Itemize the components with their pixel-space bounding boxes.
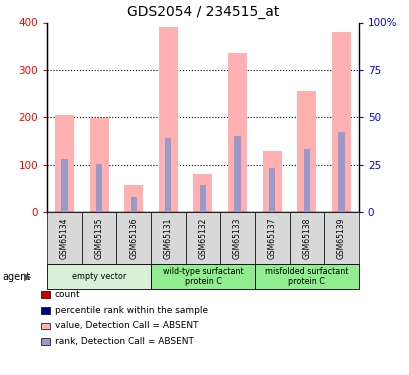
Bar <box>61 159 67 212</box>
Text: misfolded surfactant
protein C: misfolded surfactant protein C <box>265 267 348 286</box>
Bar <box>234 136 240 212</box>
Text: value, Detection Call = ABSENT: value, Detection Call = ABSENT <box>55 321 198 330</box>
Text: GSM65134: GSM65134 <box>60 217 69 259</box>
Bar <box>268 168 274 212</box>
Text: count: count <box>55 290 81 299</box>
Text: wild-type surfactant
protein C: wild-type surfactant protein C <box>162 267 243 286</box>
Bar <box>331 32 350 212</box>
Bar <box>124 185 143 212</box>
Bar <box>199 185 206 212</box>
Text: agent: agent <box>2 272 30 282</box>
Text: GSM65139: GSM65139 <box>336 217 345 259</box>
Text: GSM65137: GSM65137 <box>267 217 276 259</box>
Bar <box>297 91 316 212</box>
Text: rank, Detection Call = ABSENT: rank, Detection Call = ABSENT <box>55 337 193 346</box>
Bar <box>130 197 137 212</box>
Bar <box>89 118 108 212</box>
Text: empty vector: empty vector <box>72 272 126 281</box>
Text: GSM65135: GSM65135 <box>94 217 103 259</box>
Bar <box>262 151 281 212</box>
Bar <box>96 164 102 212</box>
Bar <box>337 132 344 212</box>
Text: GSM65132: GSM65132 <box>198 217 207 259</box>
Title: GDS2054 / 234515_at: GDS2054 / 234515_at <box>126 5 279 19</box>
Text: ▶: ▶ <box>24 272 31 282</box>
Text: GSM65133: GSM65133 <box>232 217 241 259</box>
Bar <box>193 174 212 212</box>
Text: percentile rank within the sample: percentile rank within the sample <box>55 306 207 315</box>
Text: GSM65138: GSM65138 <box>301 217 310 259</box>
Text: GSM65136: GSM65136 <box>129 217 138 259</box>
Bar <box>55 115 74 212</box>
Bar <box>165 138 171 212</box>
Bar <box>158 27 178 212</box>
Bar <box>303 149 309 212</box>
Bar <box>227 53 247 212</box>
Text: GSM65131: GSM65131 <box>164 217 173 259</box>
